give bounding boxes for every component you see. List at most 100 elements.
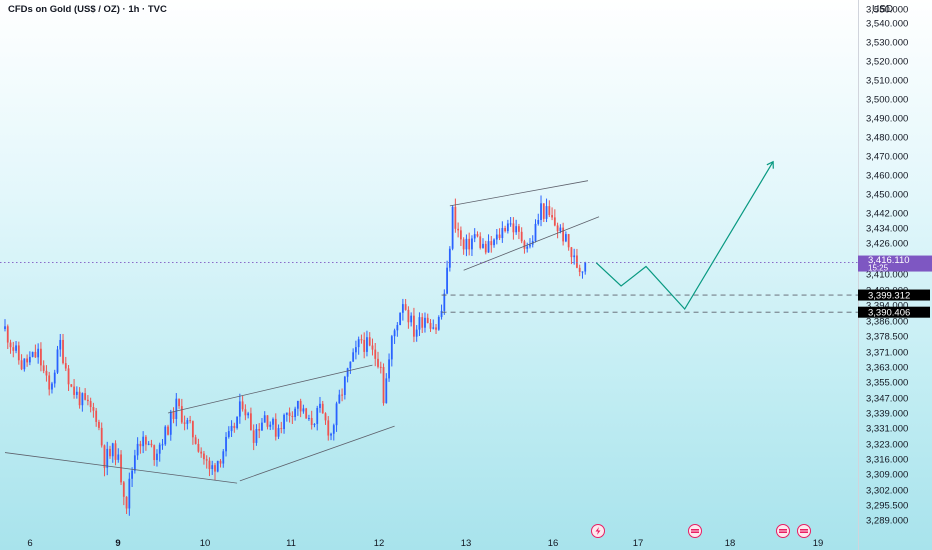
candle-body[interactable] — [261, 422, 263, 431]
candle-body[interactable] — [225, 436, 227, 452]
candle-body[interactable] — [86, 399, 89, 402]
pattern-trendline[interactable] — [463, 216, 600, 271]
candle-body[interactable] — [258, 428, 261, 431]
candle-body[interactable] — [122, 482, 125, 497]
candle-body[interactable] — [338, 394, 341, 404]
candle-body[interactable] — [145, 436, 147, 445]
candle-body[interactable] — [564, 234, 567, 242]
candle-body[interactable] — [360, 339, 363, 341]
candle-body[interactable] — [84, 393, 87, 400]
candle-body[interactable] — [4, 326, 6, 329]
candle-body[interactable] — [252, 430, 255, 443]
candle-body[interactable] — [23, 358, 26, 370]
candle-body[interactable] — [98, 421, 100, 428]
candle-body[interactable] — [197, 443, 200, 452]
candle-body[interactable] — [451, 206, 454, 249]
candle-body[interactable] — [205, 459, 208, 461]
candle-body[interactable] — [117, 454, 120, 460]
candle-body[interactable] — [147, 443, 150, 445]
candle-body[interactable] — [266, 415, 269, 427]
candle-body[interactable] — [578, 267, 581, 272]
candle-body[interactable] — [493, 239, 495, 246]
candle-body[interactable] — [506, 223, 509, 232]
candle-body[interactable] — [294, 408, 297, 417]
candle-body[interactable] — [352, 352, 355, 362]
candle-body[interactable] — [308, 417, 310, 419]
candle-body[interactable] — [100, 427, 103, 446]
candle-body[interactable] — [241, 401, 244, 410]
candle-body[interactable] — [446, 267, 448, 294]
candle-body[interactable] — [371, 345, 374, 350]
candle-body[interactable] — [73, 386, 75, 395]
candle-body[interactable] — [581, 271, 584, 273]
candle-body[interactable] — [59, 339, 62, 350]
candle-body[interactable] — [244, 409, 247, 416]
candle-body[interactable] — [401, 304, 404, 313]
candle-body[interactable] — [164, 426, 167, 445]
candle-body[interactable] — [459, 230, 462, 240]
candle-body[interactable] — [504, 228, 507, 232]
candle-body[interactable] — [349, 361, 352, 369]
candle-body[interactable] — [526, 246, 529, 249]
candle-body[interactable] — [520, 231, 523, 242]
candle-body[interactable] — [368, 337, 371, 346]
candle-body[interactable] — [219, 460, 222, 464]
candle-body[interactable] — [471, 238, 473, 250]
candle-body[interactable] — [40, 348, 42, 366]
candle-body[interactable] — [379, 366, 382, 368]
candle-body[interactable] — [495, 234, 498, 240]
candle-body[interactable] — [169, 411, 172, 435]
candle-body[interactable] — [319, 403, 321, 409]
candle-body[interactable] — [216, 460, 219, 472]
candle-body[interactable] — [183, 422, 186, 424]
candle-body[interactable] — [302, 408, 305, 412]
candle-body[interactable] — [227, 431, 230, 437]
candle-body[interactable] — [537, 220, 540, 224]
candle-body[interactable] — [576, 255, 578, 268]
pattern-trendline[interactable] — [239, 425, 395, 482]
candle-body[interactable] — [437, 317, 440, 330]
candle-body[interactable] — [429, 322, 432, 329]
candle-body[interactable] — [523, 241, 526, 249]
candle-body[interactable] — [393, 330, 396, 337]
candle-body[interactable] — [374, 349, 377, 359]
candle-body[interactable] — [479, 236, 482, 248]
candle-body[interactable] — [158, 444, 161, 454]
pattern-trendline[interactable] — [167, 364, 373, 414]
candle-body[interactable] — [310, 417, 313, 425]
candle-body[interactable] — [236, 416, 238, 429]
candle-body[interactable] — [230, 425, 233, 432]
candle-body[interactable] — [194, 437, 197, 444]
candle-body[interactable] — [407, 309, 410, 323]
pattern-trendline[interactable] — [4, 452, 238, 484]
candle-body[interactable] — [542, 203, 545, 219]
candle-body[interactable] — [136, 443, 139, 456]
candle-body[interactable] — [186, 420, 189, 424]
candle-body[interactable] — [269, 424, 272, 427]
candle-body[interactable] — [377, 358, 379, 367]
candle-body[interactable] — [45, 370, 48, 376]
candle-body[interactable] — [161, 444, 164, 446]
candle-body[interactable] — [534, 223, 537, 242]
candle-body[interactable] — [67, 368, 70, 385]
candle-body[interactable] — [280, 428, 283, 430]
candle-body[interactable] — [250, 413, 252, 431]
candle-body[interactable] — [288, 412, 291, 416]
candle-body[interactable] — [64, 363, 67, 369]
candle-body[interactable] — [545, 206, 548, 219]
candle-body[interactable] — [42, 365, 45, 371]
candle-body[interactable] — [37, 348, 40, 358]
candle-body[interactable] — [53, 372, 56, 384]
candle-body[interactable] — [17, 345, 20, 361]
candle-body[interactable] — [139, 443, 142, 447]
candle-body[interactable] — [556, 225, 559, 232]
candle-body[interactable] — [465, 238, 468, 250]
candle-body[interactable] — [454, 206, 457, 229]
candle-body[interactable] — [70, 384, 73, 387]
candle-body[interactable] — [548, 206, 551, 216]
candle-body[interactable] — [233, 425, 236, 429]
candle-body[interactable] — [435, 327, 437, 330]
candle-body[interactable] — [200, 451, 203, 454]
candle-body[interactable] — [238, 401, 241, 417]
